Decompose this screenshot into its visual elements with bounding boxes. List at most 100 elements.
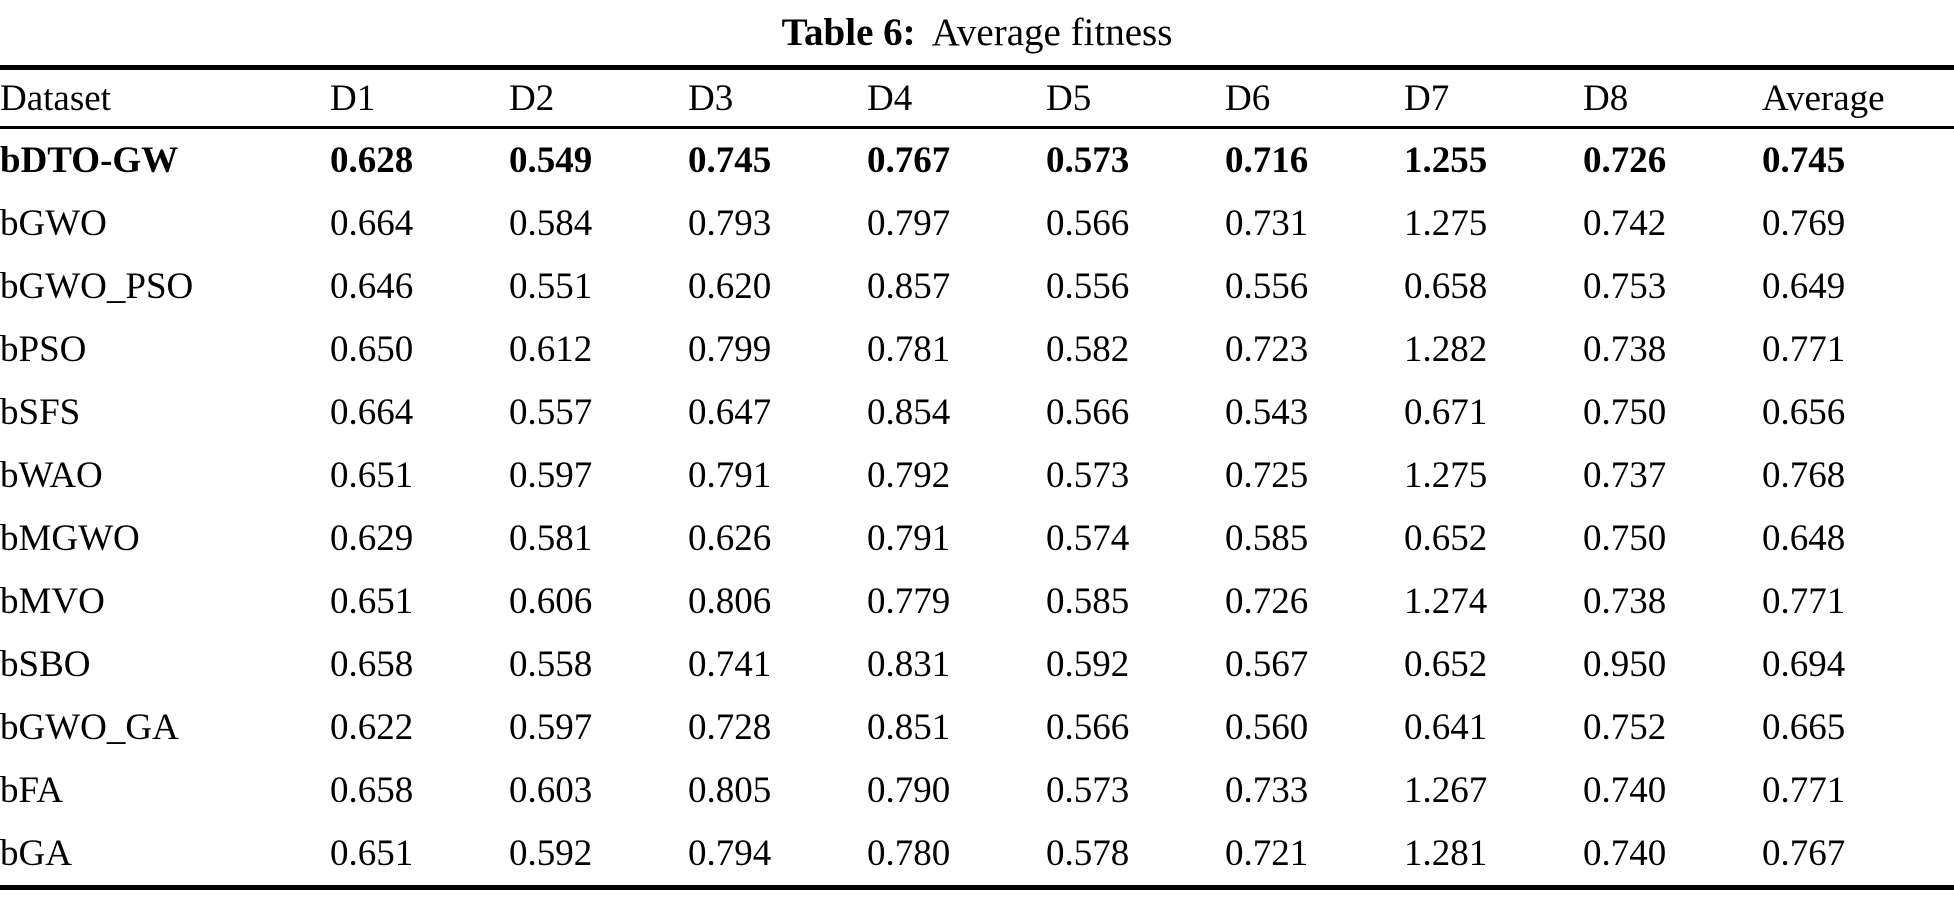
cell-value: 0.737 [1583,455,1667,496]
cell-value: 0.768 [1762,455,1846,496]
cell-value: 0.738 [1583,581,1667,622]
cell-value: 0.557 [509,392,593,433]
cell-value: 0.556 [1046,266,1130,307]
cell-value: 0.549 [509,140,593,181]
table-row: bGWO_GA 0.622 0.597 0.728 0.851 0.566 0.560 0.… [0,696,1954,759]
table-row: bMGWO 0.629 0.581 0.626 0.791 0.574 0.585 0.65… [0,507,1954,570]
cell-value: 0.725 [1225,455,1309,496]
cell-value: 0.781 [867,329,951,370]
cell-value: 1.255 [1404,140,1488,181]
cell-value: 0.671 [1404,392,1488,433]
cell-value: 0.721 [1225,833,1309,874]
cell-value: 0.582 [1046,329,1130,370]
cell-value: 0.740 [1583,770,1667,811]
cell-value: 0.629 [330,518,414,559]
row-dataset-label: bPSO [0,329,87,370]
cell-value: 0.716 [1225,140,1309,181]
cell-value: 0.597 [509,707,593,748]
column-header-d2: D2 [509,67,688,129]
cell-value: 0.556 [1225,266,1309,307]
cell-value: 0.646 [330,266,414,307]
cell-value: 0.651 [330,455,414,496]
table-body: bDTO-GW 0.628 0.549 0.745 0.767 0.573 0.716 1.… [0,128,1954,888]
cell-value: 0.745 [688,140,772,181]
cell-value: 0.664 [330,203,414,244]
cell-value: 0.769 [1762,203,1846,244]
cell-value: 0.573 [1046,770,1130,811]
table-header: Dataset D1 D2 D3 D4 D5 D6 D7 D8 Average [0,67,1954,129]
cell-value: 0.771 [1762,329,1846,370]
cell-value: 0.620 [688,266,772,307]
cell-value: 0.558 [509,644,593,685]
table-row: bGA 0.651 0.592 0.794 0.780 0.578 0.721 1.281 0… [0,822,1954,888]
cell-value: 0.658 [1404,266,1488,307]
row-dataset-label: bGWO_PSO [0,266,194,307]
cell-value: 0.854 [867,392,951,433]
cell-value: 0.584 [509,203,593,244]
cell-value: 1.281 [1404,833,1488,874]
table-caption-text: Average fitness [931,11,1173,54]
table-row: bDTO-GW 0.628 0.549 0.745 0.767 0.573 0.716 1.… [0,128,1954,193]
column-header-d1: D1 [330,67,509,129]
cell-value: 0.592 [509,833,593,874]
row-dataset-label: bGWO [0,203,107,244]
cell-value: 0.797 [867,203,951,244]
cell-value: 0.649 [1762,266,1846,307]
table-row: bGWO 0.664 0.584 0.793 0.797 0.566 0.731 1.275… [0,192,1954,255]
cell-value: 0.791 [688,455,772,496]
cell-value: 0.771 [1762,770,1846,811]
table-caption-label: Table 6: [781,11,916,54]
cell-value: 0.665 [1762,707,1846,748]
cell-value: 0.726 [1225,581,1309,622]
cell-value: 0.753 [1583,266,1667,307]
row-dataset-label: bGA [0,833,72,874]
table-row: bFA 0.658 0.603 0.805 0.790 0.573 0.733 1.267 0… [0,759,1954,822]
row-dataset-label: bMVO [0,581,105,622]
cell-value: 0.694 [1762,644,1846,685]
cell-value: 0.767 [867,140,951,181]
cell-value: 0.543 [1225,392,1309,433]
cell-value: 0.750 [1583,518,1667,559]
cell-value: 0.585 [1046,581,1130,622]
cell-value: 0.752 [1583,707,1667,748]
cell-value: 0.742 [1583,203,1667,244]
cell-value: 0.771 [1762,581,1846,622]
cell-value: 0.741 [688,644,772,685]
cell-value: 0.628 [330,140,414,181]
table-row: bMVO 0.651 0.606 0.806 0.779 0.585 0.726 1.274… [0,570,1954,633]
table-caption: Table 6: Average fitness [0,0,1954,65]
cell-value: 0.585 [1225,518,1309,559]
cell-value: 0.740 [1583,833,1667,874]
cell-value: 1.274 [1404,581,1488,622]
cell-value: 0.573 [1046,455,1130,496]
table-row: bGWO_PSO 0.646 0.551 0.620 0.857 0.556 0.556 0… [0,255,1954,318]
row-dataset-label: bWAO [0,455,103,496]
cell-value: 0.566 [1046,203,1130,244]
cell-value: 0.566 [1046,707,1130,748]
column-header-d4: D4 [867,67,1046,129]
cell-value: 0.578 [1046,833,1130,874]
column-header-d3: D3 [688,67,867,129]
row-dataset-label: bGWO_GA [0,707,179,748]
cell-value: 0.950 [1583,644,1667,685]
cell-value: 0.650 [330,329,414,370]
cell-value: 0.851 [867,707,951,748]
cell-value: 0.731 [1225,203,1309,244]
cell-value: 0.750 [1583,392,1667,433]
column-header-dataset: Dataset [0,67,330,129]
cell-value: 0.733 [1225,770,1309,811]
cell-value: 0.641 [1404,707,1488,748]
table-header-row: Dataset D1 D2 D3 D4 D5 D6 D7 D8 Average [0,67,1954,129]
row-dataset-label: bMGWO [0,518,140,559]
cell-value: 0.791 [867,518,951,559]
cell-value: 0.805 [688,770,772,811]
cell-value: 0.597 [509,455,593,496]
row-dataset-label: bFA [0,770,64,811]
cell-value: 0.745 [1762,140,1846,181]
cell-value: 0.806 [688,581,772,622]
cell-value: 0.794 [688,833,772,874]
cell-value: 0.779 [867,581,951,622]
cell-value: 0.664 [330,392,414,433]
cell-value: 0.647 [688,392,772,433]
cell-value: 0.728 [688,707,772,748]
